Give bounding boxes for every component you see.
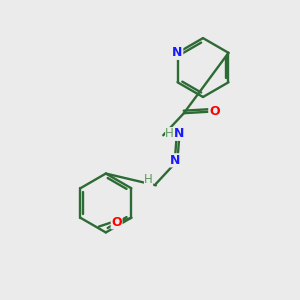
Text: N: N	[170, 154, 180, 167]
Text: O: O	[209, 105, 220, 118]
Text: H: H	[144, 173, 153, 186]
Text: N: N	[172, 46, 183, 59]
Text: O: O	[111, 216, 122, 229]
Text: H: H	[165, 127, 174, 140]
Text: N: N	[174, 127, 184, 140]
